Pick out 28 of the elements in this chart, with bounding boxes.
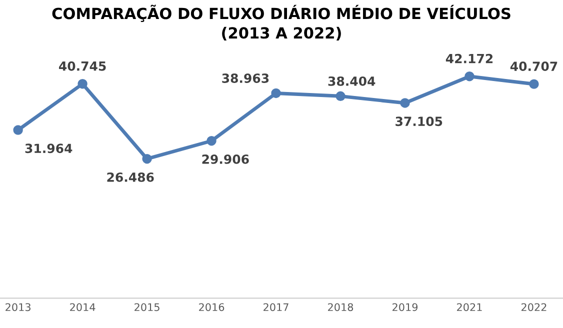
- x-tick-label: 2017: [264, 303, 288, 312]
- point: [464, 71, 474, 82]
- data-label: 40.707: [510, 62, 558, 72]
- point: [336, 91, 346, 102]
- point: [206, 136, 216, 146]
- data-label: 37.105: [396, 116, 442, 126]
- chart-title: COMPARAÇÃO DO FLUXO DIÁRIO MÉDIO DE VEÍCULOS (2013 A 2022): [52, 4, 510, 40]
- x-tick-label: 2014: [70, 303, 96, 312]
- data-label: 31.964: [25, 144, 72, 154]
- x-tick-label: 2013: [6, 303, 30, 312]
- point: [529, 79, 539, 89]
- data-label: 38.963: [222, 74, 269, 83]
- point: [13, 125, 23, 135]
- x-tick-label: 2019: [392, 303, 418, 312]
- data-label: 42.172: [446, 54, 493, 64]
- point: [142, 154, 152, 164]
- x-tick-label: 2018: [328, 303, 354, 312]
- point: [400, 98, 410, 108]
- data-label: 26.486: [107, 172, 154, 182]
- point: [78, 78, 88, 89]
- x-tick-label: 2022: [521, 303, 546, 312]
- data-label: 38.404: [328, 76, 376, 86]
- data-label: 40.745: [58, 61, 106, 71]
- point: [271, 88, 281, 98]
- data-label: 29.906: [202, 154, 249, 164]
- x-tick-label: 2015: [134, 303, 160, 312]
- x-tick-label: 2016: [199, 303, 224, 312]
- x-tick-label: 2021: [456, 303, 482, 312]
